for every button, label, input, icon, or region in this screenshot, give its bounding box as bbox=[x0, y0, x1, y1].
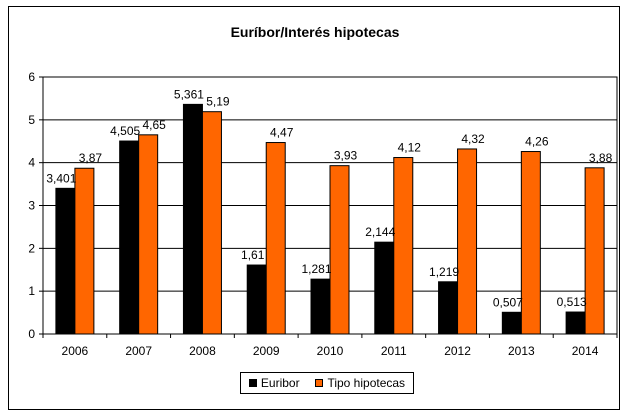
data-label: 1,281 bbox=[301, 262, 331, 276]
legend-swatch-euribor bbox=[248, 379, 257, 387]
data-label: 0,513 bbox=[557, 295, 587, 309]
data-label: 5,361 bbox=[174, 87, 204, 101]
data-label: 3,87 bbox=[79, 151, 103, 165]
x-tick-label: 2006 bbox=[62, 344, 89, 358]
y-tick-label: 5 bbox=[28, 113, 35, 127]
bar-euribor bbox=[182, 103, 203, 335]
bar-tipo-hipotecas bbox=[74, 167, 95, 335]
bar-euribor bbox=[565, 311, 586, 335]
x-tick-label: 2013 bbox=[508, 344, 535, 358]
data-label: 5,19 bbox=[206, 95, 230, 109]
data-label: 3,401 bbox=[46, 171, 76, 185]
data-label: 4,32 bbox=[461, 132, 485, 146]
bar-tipo-hipotecas bbox=[520, 151, 541, 335]
bar-tipo-hipotecas bbox=[265, 142, 286, 335]
data-label: 4,505 bbox=[110, 124, 140, 138]
bar-euribor bbox=[501, 311, 522, 335]
data-label: 1,219 bbox=[429, 265, 459, 279]
bar-tipo-hipotecas bbox=[329, 165, 350, 335]
x-tick-label: 2007 bbox=[125, 344, 152, 358]
bar-euribor bbox=[310, 278, 331, 335]
bar-euribor bbox=[55, 187, 76, 335]
x-tick-label: 2009 bbox=[253, 344, 280, 358]
legend-label-euribor: Euribor bbox=[260, 376, 300, 390]
y-tick-label: 6 bbox=[28, 70, 35, 84]
bar-euribor bbox=[438, 281, 459, 335]
legend-swatch-tipo-hipotecas bbox=[315, 379, 324, 387]
bar-tipo-hipotecas bbox=[201, 111, 222, 335]
bars bbox=[55, 103, 605, 335]
bar-tipo-hipotecas bbox=[393, 157, 414, 335]
bar-tipo-hipotecas bbox=[457, 148, 478, 335]
x-tick-label: 2014 bbox=[572, 344, 599, 358]
x-tick-label: 2010 bbox=[317, 344, 344, 358]
data-label: 4,26 bbox=[525, 135, 549, 149]
bar-euribor bbox=[374, 241, 395, 335]
y-tick-label: 0 bbox=[28, 327, 35, 341]
data-label: 4,65 bbox=[142, 118, 166, 132]
legend-item-euribor: Euribor bbox=[248, 376, 300, 390]
axes: 0 1 2 3 4 5 6 2006 2007 2008 2009 2010 2011 2012 2013 2… bbox=[28, 70, 618, 358]
y-tick-label: 2 bbox=[28, 241, 35, 255]
bar-tipo-hipotecas bbox=[584, 167, 605, 335]
legend-item-tipo-hipotecas: Tipo hipotecas bbox=[315, 376, 405, 390]
y-tick-label: 4 bbox=[28, 156, 35, 170]
data-label: 1,61 bbox=[241, 248, 265, 262]
x-tick-label: 2011 bbox=[381, 344, 407, 358]
bar-tipo-hipotecas bbox=[138, 134, 159, 335]
data-label: 4,12 bbox=[398, 141, 422, 155]
chart-title: Euríbor/Interés hipotecas bbox=[230, 24, 400, 40]
data-label: 3,88 bbox=[589, 151, 613, 165]
data-label: 0,507 bbox=[493, 295, 523, 309]
y-tick-label: 1 bbox=[28, 284, 35, 298]
legend-label-tipo-hipotecas: Tipo hipotecas bbox=[327, 376, 406, 390]
bar-euribor bbox=[119, 140, 140, 335]
data-label: 3,93 bbox=[334, 149, 358, 163]
x-tick-label: 2008 bbox=[189, 344, 216, 358]
x-tick-label: 2012 bbox=[444, 344, 471, 358]
y-tick-label: 3 bbox=[28, 199, 35, 213]
data-label: 2,144 bbox=[365, 225, 395, 239]
data-label: 4,47 bbox=[270, 126, 294, 140]
legend: Euribor Tipo hipotecas bbox=[240, 372, 414, 394]
bar-euribor bbox=[246, 264, 267, 335]
